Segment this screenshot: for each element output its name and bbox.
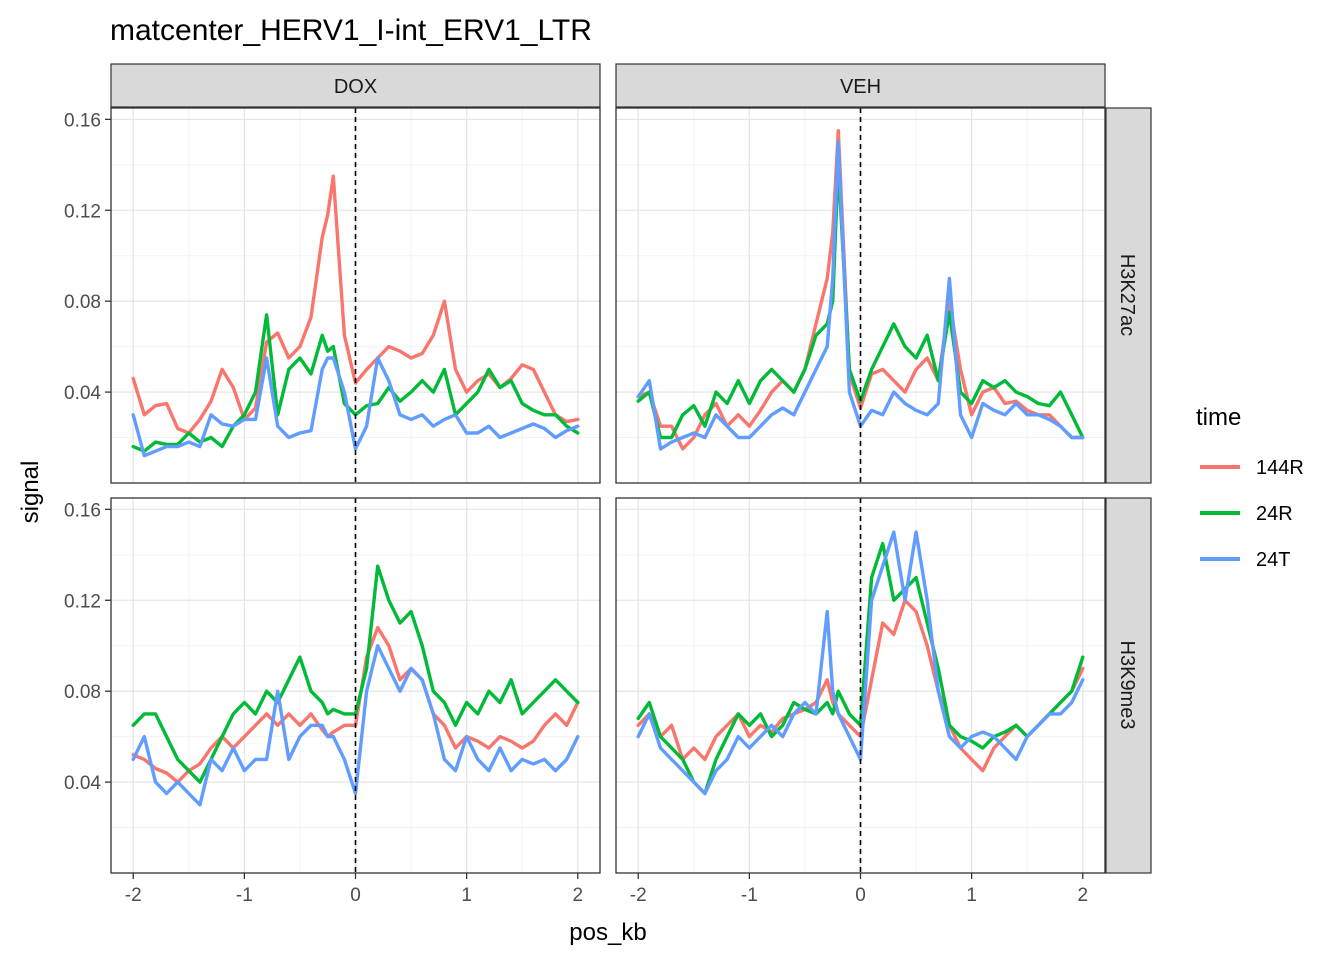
- series-line-24t: [636, 140, 1085, 451]
- panel-dox-h3k9me3: [110, 497, 601, 874]
- x-axis-label: pos_kb: [569, 919, 646, 946]
- y-tick-label: 0.12: [64, 591, 101, 612]
- panel-veh-h3k9me3: [615, 497, 1106, 874]
- x-tick-label: 0: [855, 885, 866, 906]
- y-tick-label: 0.04: [64, 383, 101, 404]
- series-line-24r: [131, 313, 580, 453]
- facet-strip-col-label: DOX: [334, 76, 377, 98]
- y-tick-label: 0.08: [64, 682, 101, 703]
- series-line-144r: [636, 128, 1085, 451]
- x-axis-ticks: -2 -1 0 1 2 -2 -1 0 1 2: [125, 873, 1088, 906]
- legend-entries: 144R 24R 24T: [1200, 457, 1304, 571]
- facet-strip-row-label: H3K27ac: [1116, 254, 1138, 336]
- y-axis-ticks: 0.04 0.08 0.12 0.16 0.04 0.08 0.12 0.16: [64, 110, 111, 794]
- facet-strip-row-label: H3K9me3: [1116, 641, 1138, 730]
- facet-panels: [110, 107, 1106, 874]
- x-tick-label: -2: [630, 885, 647, 906]
- chart-title: matcenter_HERV1_I-int_ERV1_LTR: [110, 14, 592, 47]
- facet-strip-row-bg: [1105, 497, 1152, 874]
- panel-dox-h3k27ac: [110, 107, 601, 484]
- facet-strip-row-bg: [1105, 107, 1152, 484]
- series-line-144r: [131, 625, 580, 784]
- legend-label: 24R: [1256, 503, 1293, 525]
- panel-border: [110, 107, 601, 484]
- x-tick-label: -1: [236, 885, 253, 906]
- x-tick-label: -1: [741, 885, 758, 906]
- y-tick-label: 0.04: [64, 773, 101, 794]
- panel-border: [615, 107, 1106, 484]
- facet-strip-col-label: VEH: [840, 76, 881, 98]
- legend-label: 24T: [1256, 549, 1290, 571]
- legend-label: 144R: [1256, 457, 1304, 479]
- y-tick-label: 0.08: [64, 292, 101, 313]
- facet-strip-col-bg: [110, 63, 601, 108]
- series-line-144r: [636, 598, 1085, 773]
- legend-title: time: [1196, 404, 1241, 431]
- panel-veh-h3k27ac: [615, 107, 1106, 484]
- series-line-24r: [636, 163, 1085, 440]
- facet-strip-col-bg: [615, 63, 1106, 108]
- y-axis-label: signal: [17, 461, 44, 524]
- series-line-24r: [636, 541, 1085, 796]
- x-tick-label: 2: [572, 885, 583, 906]
- series-line-24t: [131, 644, 580, 807]
- x-tick-label: 1: [966, 885, 977, 906]
- y-tick-label: 0.16: [64, 500, 101, 521]
- y-tick-label: 0.16: [64, 110, 101, 131]
- x-tick-label: 0: [350, 885, 361, 906]
- x-tick-label: 1: [461, 885, 472, 906]
- legend: time 144R 24R 24T: [1196, 404, 1304, 571]
- x-tick-label: 2: [1077, 885, 1088, 906]
- x-tick-label: -2: [125, 885, 142, 906]
- series-line-24t: [636, 530, 1085, 796]
- series-line-24t: [131, 356, 580, 458]
- y-tick-label: 0.12: [64, 201, 101, 222]
